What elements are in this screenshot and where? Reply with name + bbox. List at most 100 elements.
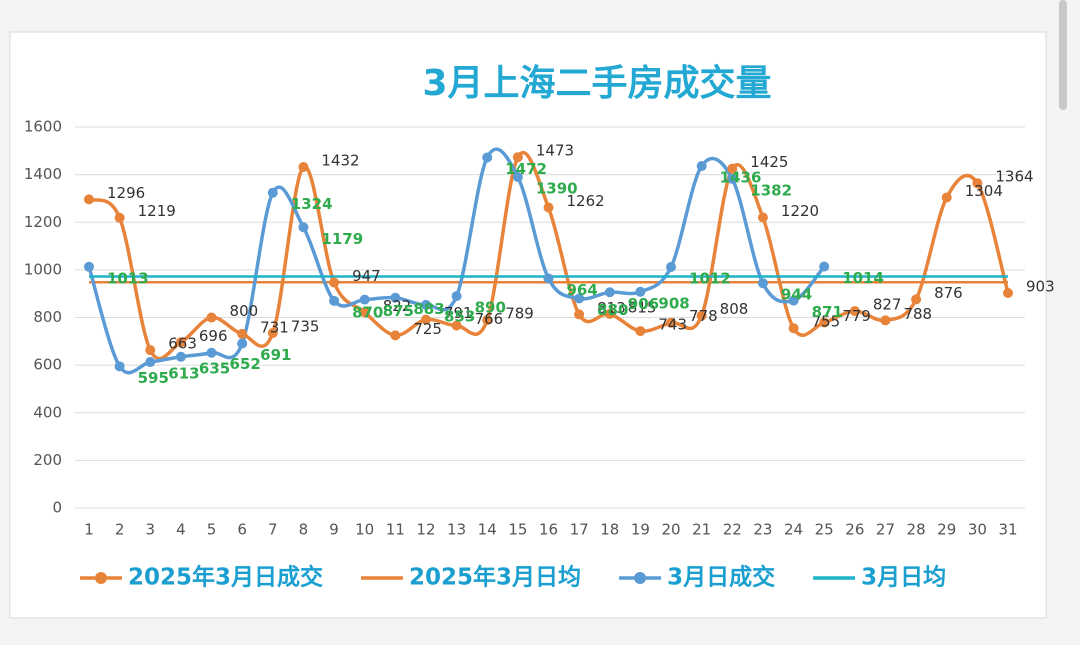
data-point (604, 308, 615, 319)
data-point (574, 309, 585, 320)
data-point (512, 172, 523, 183)
x-tick-label: 26 (845, 521, 864, 539)
data-label: 827 (873, 296, 902, 314)
x-tick-label: 31 (998, 521, 1017, 539)
data-point (298, 162, 309, 173)
data-label: 880 (597, 301, 628, 319)
chart-card (9, 31, 1047, 619)
data-point (788, 295, 799, 306)
data-label: 778 (689, 307, 718, 325)
x-tick-label: 20 (661, 521, 680, 539)
x-tick-label: 6 (237, 521, 247, 539)
data-label: 1390 (536, 180, 578, 198)
data-point (267, 327, 278, 338)
data-label: 815 (628, 298, 657, 316)
y-tick-label: 1400 (24, 165, 62, 183)
data-label: 1262 (567, 192, 605, 210)
y-tick-label: 400 (33, 403, 62, 421)
data-label: 1220 (781, 202, 819, 220)
data-point (696, 161, 707, 172)
data-label: 871 (812, 303, 843, 321)
data-point (359, 294, 370, 305)
y-tick-label: 1200 (24, 213, 62, 231)
data-label: 883 (413, 300, 444, 318)
y-tick-label: 1600 (24, 118, 62, 136)
scrollbar (1059, 0, 1067, 110)
x-tick-label: 16 (539, 521, 558, 539)
data-point (880, 315, 891, 326)
legend-label: 2025年3月日成交 (128, 564, 323, 591)
data-label: 635 (199, 359, 230, 377)
y-tick-label: 600 (33, 356, 62, 374)
x-tick-label: 9 (329, 521, 339, 539)
x-tick-label: 2 (115, 521, 125, 539)
x-tick-label: 13 (447, 521, 466, 539)
legend-label: 3月日成交 (667, 564, 775, 591)
data-point (451, 291, 462, 302)
x-tick-label: 1 (84, 521, 94, 539)
x-tick-label: 10 (355, 521, 374, 539)
data-point (1003, 287, 1013, 298)
data-label: 1179 (321, 230, 363, 248)
data-point (819, 317, 830, 328)
x-tick-label: 21 (692, 521, 711, 539)
data-label: 788 (903, 305, 932, 323)
data-point (329, 277, 340, 288)
x-tick-label: 29 (937, 521, 956, 539)
data-point (727, 173, 738, 184)
data-point (696, 310, 707, 321)
legend-label: 2025年3月日均 (409, 564, 581, 591)
y-tick-label: 200 (33, 451, 62, 469)
x-tick-label: 12 (416, 521, 435, 539)
data-label: 908 (658, 294, 689, 312)
data-label: 1324 (291, 195, 333, 213)
data-point (237, 328, 248, 339)
data-label: 813 (597, 299, 626, 317)
data-point (757, 278, 768, 289)
x-tick-label: 22 (723, 521, 742, 539)
data-point (482, 315, 493, 326)
data-point (635, 326, 646, 337)
data-point (819, 261, 830, 272)
data-label: 1473 (536, 142, 574, 160)
y-tick-label: 1000 (24, 260, 62, 278)
data-label: 1219 (138, 202, 176, 220)
data-label: 791 (444, 304, 473, 322)
data-point (175, 351, 186, 362)
data-point (114, 212, 125, 223)
x-tick-label: 19 (631, 521, 650, 539)
data-point (543, 273, 554, 284)
data-point (145, 357, 156, 368)
data-label: 595 (138, 369, 169, 387)
data-point (757, 212, 768, 223)
legend-marker (95, 572, 107, 584)
x-tick-label: 24 (784, 521, 803, 539)
y-tick-label: 800 (33, 308, 62, 326)
data-point (420, 299, 431, 310)
data-label: 691 (260, 346, 291, 364)
data-label: 822 (383, 297, 412, 315)
data-label: 1364 (995, 168, 1033, 186)
x-tick-label: 4 (176, 521, 186, 539)
y-tick-label: 0 (52, 499, 62, 517)
data-label: 1012 (689, 270, 731, 288)
x-tick-label: 8 (299, 521, 309, 539)
data-point (666, 262, 677, 273)
data-point (298, 222, 309, 233)
data-point (390, 292, 401, 303)
data-label: 964 (567, 281, 598, 299)
x-tick-label: 3 (145, 521, 155, 539)
data-label: 766 (475, 310, 504, 328)
data-label: 652 (230, 355, 261, 373)
x-tick-label: 17 (570, 521, 589, 539)
data-point (267, 187, 278, 198)
data-point (451, 320, 462, 331)
data-point (911, 294, 922, 305)
data-label: 1425 (750, 153, 788, 171)
data-label: 890 (475, 299, 506, 317)
data-label: 1296 (107, 184, 145, 202)
data-point (359, 307, 370, 318)
data-point (114, 361, 125, 372)
